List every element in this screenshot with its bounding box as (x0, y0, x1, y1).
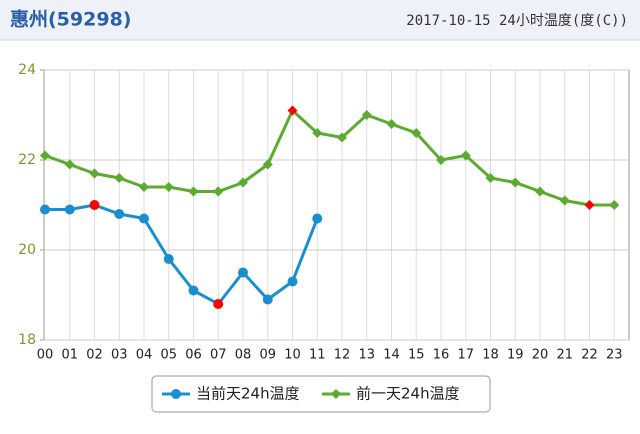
x-tick-label: 14 (383, 348, 400, 363)
point (213, 186, 224, 197)
header-bar (0, 0, 640, 40)
point (188, 186, 199, 197)
point (411, 128, 422, 138)
point (559, 195, 570, 206)
x-tick-label: 10 (284, 348, 301, 363)
point (64, 159, 75, 170)
point (312, 128, 323, 138)
point (163, 182, 174, 192)
legend-label: 当前天24h温度 (196, 385, 300, 403)
legend-box (151, 375, 491, 413)
point (40, 150, 50, 161)
point (460, 150, 471, 161)
point (114, 173, 125, 183)
x-tick-label: 05 (160, 348, 177, 363)
point (609, 200, 620, 210)
point (510, 177, 521, 188)
point (114, 209, 125, 219)
point (89, 168, 100, 179)
x-tick-label: 18 (482, 348, 499, 363)
point (188, 285, 199, 296)
point (163, 254, 174, 264)
point (262, 294, 273, 305)
x-tick-label: 21 (556, 348, 573, 363)
point (436, 155, 446, 165)
x-tick-label: 12 (334, 348, 351, 363)
legend-label: 前一天24h温度 (356, 385, 460, 403)
point (89, 200, 100, 210)
point (139, 182, 149, 192)
x-tick-label: 00 (37, 348, 54, 363)
x-tick-label: 23 (606, 348, 623, 363)
x-tick-label: 15 (408, 348, 425, 363)
x-tick-label: 02 (86, 348, 103, 363)
x-tick-label: 06 (185, 348, 202, 363)
point (139, 213, 149, 224)
point (287, 105, 298, 116)
y-tick-label: 18 (18, 332, 36, 348)
point (312, 213, 323, 224)
chart-subtitle: 2017-10-15 24小时温度(度(C)) (406, 13, 628, 29)
x-tick-label: 04 (136, 348, 153, 363)
x-tick-label: 01 (61, 348, 78, 363)
legend-marker (171, 389, 181, 399)
point (485, 173, 496, 183)
point (361, 110, 372, 120)
y-tick-label: 24 (18, 62, 36, 78)
point (584, 200, 595, 210)
series-line (44, 108, 615, 207)
x-tick-label: 16 (433, 348, 450, 363)
x-tick-label: 20 (532, 348, 549, 363)
x-tick-label: 11 (309, 348, 326, 363)
point (287, 276, 298, 287)
point (40, 204, 50, 215)
x-tick-label: 22 (581, 348, 598, 363)
point (386, 119, 397, 129)
point (535, 186, 545, 197)
x-tick-label: 19 (507, 348, 524, 363)
x-tick-label: 09 (259, 348, 276, 363)
point (262, 159, 273, 170)
plot-area (43, 69, 630, 341)
y-tick-label: 20 (18, 242, 36, 258)
point (213, 299, 224, 309)
x-tick-label: 13 (358, 348, 375, 363)
chart-title: 惠州(59298) (10, 9, 131, 31)
x-tick-label: 07 (210, 348, 227, 363)
x-tick-label: 03 (111, 348, 128, 363)
x-tick-label: 08 (235, 348, 252, 363)
point (238, 177, 248, 188)
x-tick-label: 17 (457, 348, 474, 363)
legend-marker (331, 389, 341, 399)
point (64, 204, 75, 215)
point (238, 267, 248, 278)
y-tick-label: 22 (18, 152, 36, 168)
point (337, 132, 347, 143)
